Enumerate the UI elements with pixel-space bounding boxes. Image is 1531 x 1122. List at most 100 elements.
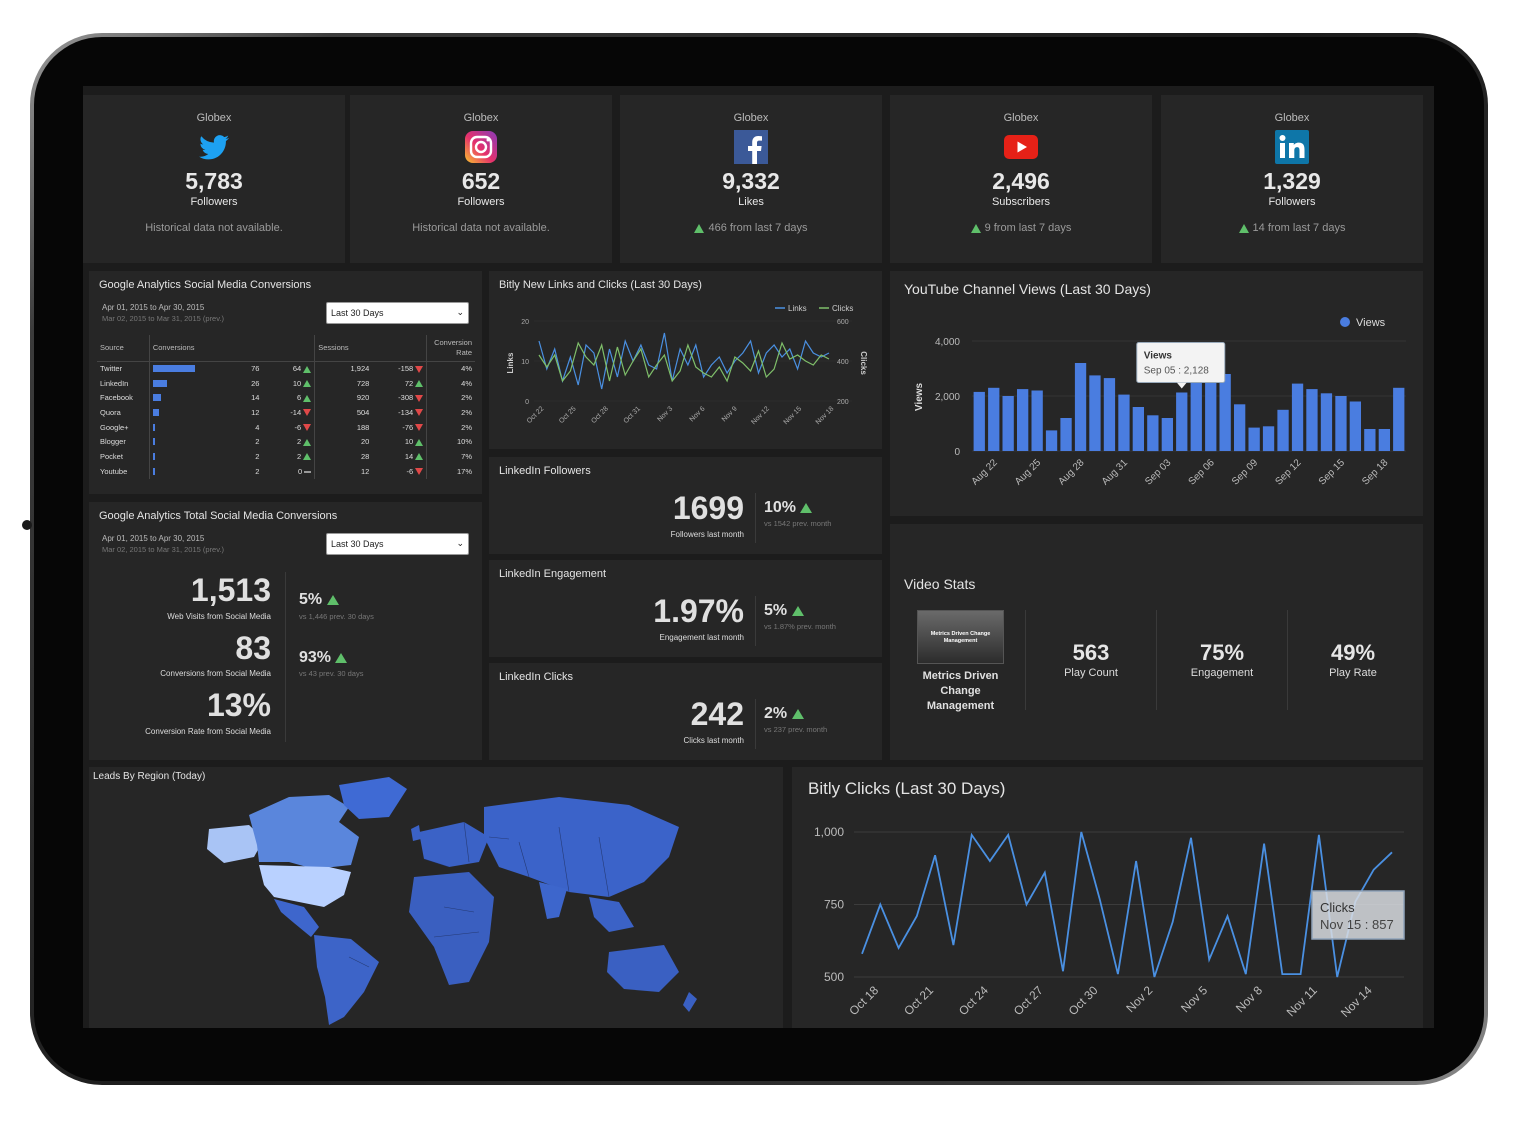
card-title: Bitly New Links and Clicks (Last 30 Days… xyxy=(499,279,702,291)
legend-label-links: Links xyxy=(788,304,807,313)
map-region-central-america xyxy=(274,899,319,937)
row-bar xyxy=(149,361,220,376)
row-source: LinkedIn xyxy=(97,375,150,391)
metric-note: 14 from last 7 days xyxy=(1161,222,1423,234)
metric-note: 9 from last 7 days xyxy=(890,222,1152,234)
metric-note: Historical data not available. xyxy=(412,222,550,234)
up-arrow-icon xyxy=(415,453,424,461)
chevron-down-icon: ⌄ xyxy=(456,538,464,548)
tooltip-text: Nov 15 : 857 xyxy=(1320,917,1394,932)
row-source: Twitter xyxy=(97,361,150,376)
table-row: Blogger 2 2 20 10 10% xyxy=(97,434,475,450)
metric-value: 242 xyxy=(690,696,744,732)
row-source: Blogger xyxy=(97,434,150,450)
x-tick-label: Sep 12 xyxy=(1273,457,1303,487)
x-tick-label: Sep 03 xyxy=(1143,457,1173,487)
conversions-table: Source Conversions Sessions Conversion R… xyxy=(97,335,475,479)
conversions-pct: 93% xyxy=(299,649,348,667)
row-sess-delta: -134 xyxy=(372,405,428,420)
metric-label: Clicks last month xyxy=(683,736,744,745)
map-region-asia xyxy=(484,797,679,897)
card-title: Leads By Region (Today) xyxy=(93,771,206,782)
brand-name: Globex xyxy=(733,112,769,124)
instagram-icon xyxy=(464,130,498,164)
metric-pct: 5% xyxy=(764,602,804,620)
x-tick-label: Nov 5 xyxy=(1178,983,1210,1015)
bar xyxy=(1118,394,1130,451)
bitly-links-chart: Links Clicks 0 10 20 200 400 600 Links Clicks Oct … xyxy=(506,304,868,426)
video-thumbnail[interactable]: Metrics Driven Change Management xyxy=(917,610,1004,664)
conversion-bar xyxy=(152,467,155,475)
metric-label: Engagement last month xyxy=(659,633,745,642)
bar xyxy=(1205,382,1217,452)
chart-legend: Links Clicks xyxy=(775,304,853,313)
x-tick-label: Nov 2 xyxy=(1123,983,1155,1015)
card-title: Google Analytics Total Social Media Conv… xyxy=(99,510,338,522)
chart-tooltip: Clicks Nov 15 : 857 xyxy=(1311,890,1405,940)
world-map[interactable] xyxy=(89,767,783,1028)
leads-map-card: Leads By Region (Today) xyxy=(89,767,783,1028)
row-conv-delta: 0 xyxy=(262,463,316,479)
bar xyxy=(1393,387,1405,451)
tooltip-text: Sep 05 : 2,128 xyxy=(1144,365,1209,376)
bar xyxy=(1248,427,1260,451)
metric-note: Historical data not available. xyxy=(145,222,283,234)
x-tick-label: Oct 22 xyxy=(526,405,546,425)
table-row: Pocket 2 2 28 14 7% xyxy=(97,449,475,464)
map-region-africa xyxy=(409,872,494,985)
col-source: Source xyxy=(97,335,150,362)
bar xyxy=(1262,426,1275,452)
dashboard-screen: Globex 5,783 Followers Historical data not … xyxy=(83,86,1434,1028)
web-visits-label: Web Visits from Social Media xyxy=(167,612,271,621)
tooltip-title: Clicks xyxy=(1320,900,1355,915)
x-tick-label: Oct 27 xyxy=(1011,983,1046,1018)
up-arrow-icon xyxy=(970,223,981,233)
bar xyxy=(1132,407,1144,451)
conversion-bar xyxy=(152,379,168,387)
brand-name: Globex xyxy=(1003,112,1039,124)
x-tick-label: Oct 30 xyxy=(1066,983,1101,1018)
down-arrow-icon xyxy=(303,409,312,417)
linkedin-card: LinkedIn Followers 1699 Followers last mon… xyxy=(489,457,882,554)
date-range-select[interactable]: Last 30 Days ⌄ xyxy=(326,302,469,324)
x-tick-label: Nov 9 xyxy=(721,405,739,423)
map-region-europe xyxy=(419,822,489,867)
row-sessions: 920 xyxy=(356,393,370,403)
down-arrow-icon xyxy=(415,409,424,417)
linkedin-icon xyxy=(1275,130,1309,164)
divider xyxy=(755,596,756,646)
conversion-bar xyxy=(152,394,161,402)
bar xyxy=(1045,430,1058,451)
y-tick-label: 750 xyxy=(824,898,844,912)
x-tick-label: Nov 15 xyxy=(783,405,804,426)
row-rate: 10% xyxy=(456,437,472,447)
date-range-select[interactable]: Last 30 Days ⌄ xyxy=(326,533,469,555)
linkedin-card: LinkedIn Engagement 1.97% Engagement last … xyxy=(489,560,882,657)
metric-note: 466 from last 7 days xyxy=(620,222,882,234)
bar xyxy=(973,391,985,451)
social-card-linkedin: Globex 1,329 Followers 14 from last 7 days xyxy=(1161,95,1423,263)
row-sessions: 188 xyxy=(356,422,370,432)
metric-value: 1,329 xyxy=(1263,168,1321,194)
youtube-views-card: YouTube Channel Views (Last 30 Days) Vie… xyxy=(890,271,1423,516)
card-title: Video Stats xyxy=(904,576,976,592)
metric-value: 2,496 xyxy=(992,168,1050,194)
play-rate-label: Play Rate xyxy=(1329,667,1377,679)
map-region-se-asia xyxy=(589,897,634,932)
up-arrow-icon xyxy=(303,380,312,388)
bar xyxy=(1147,415,1159,452)
card-title: LinkedIn Followers xyxy=(499,465,591,477)
x-tick-label: Aug 22 xyxy=(970,457,1000,487)
up-arrow-icon xyxy=(415,438,424,446)
row-conversions: 2 xyxy=(255,466,260,476)
down-arrow-icon xyxy=(415,394,424,402)
col-conversions: Conversions xyxy=(149,335,316,362)
up-arrow-icon xyxy=(303,365,312,373)
twitter-icon xyxy=(197,130,231,164)
row-conversions: 76 xyxy=(251,364,260,374)
metric-value: 5,783 xyxy=(185,168,243,194)
x-tick-label: Nov 11 xyxy=(1284,983,1320,1019)
metric-value: 1699 xyxy=(672,490,744,526)
x-tick-label: Aug 28 xyxy=(1056,457,1086,487)
legend-swatch-views xyxy=(1340,317,1350,327)
